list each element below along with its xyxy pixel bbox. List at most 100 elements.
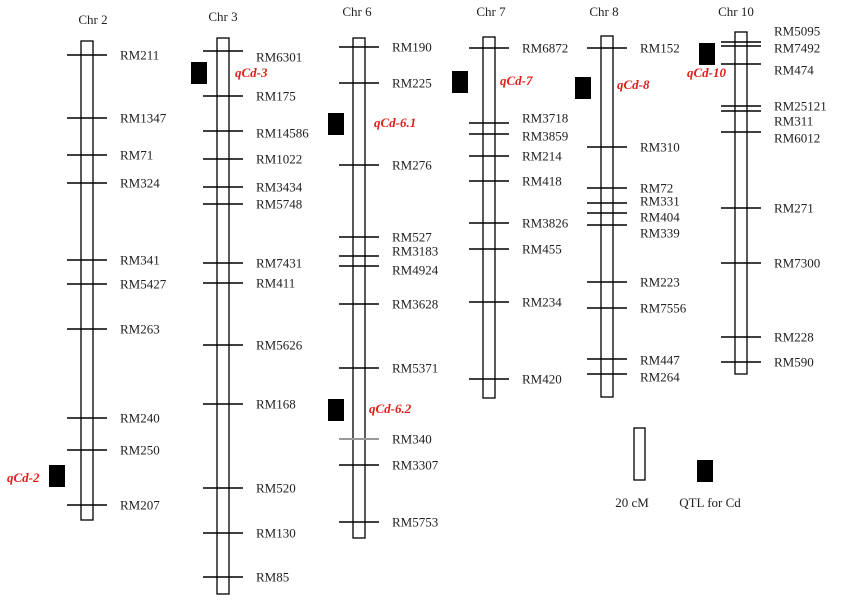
marker-label-rm6012: RM6012 <box>774 131 820 146</box>
marker-label-rm418: RM418 <box>522 174 562 189</box>
marker-label-rm14586: RM14586 <box>256 126 309 141</box>
qtl-label-qcd-2: qCd-2 <box>7 470 40 485</box>
marker-label-rm250: RM250 <box>120 443 160 458</box>
qtl-box-qcd-10 <box>699 43 715 65</box>
marker-label-rm207: RM207 <box>120 498 160 513</box>
qtl-label-qcd-6-1: qCd-6.1 <box>374 115 416 130</box>
chromosome-bar <box>482 36 496 399</box>
marker-label-rm211: RM211 <box>120 48 159 63</box>
chromosome-bar <box>352 37 366 539</box>
qtl-label-qcd-7: qCd-7 <box>500 73 533 88</box>
chromosome-title: Chr 8 <box>589 4 618 19</box>
marker-label-rm5371: RM5371 <box>392 361 438 376</box>
marker-label-rm264: RM264 <box>640 370 680 385</box>
marker-label-rm420: RM420 <box>522 372 562 387</box>
marker-label-rm234: RM234 <box>522 295 562 310</box>
marker-label-rm341: RM341 <box>120 253 160 268</box>
chromosome-chr-2: Chr 2 RM211 RM1347 RM71 RM324 RM341 RM5427 RM26… <box>7 12 167 521</box>
marker-label-rm7431: RM7431 <box>256 256 302 271</box>
legend-qtl-swatch <box>697 460 713 482</box>
marker-label-rm7492: RM7492 <box>774 41 820 56</box>
scale-label: 20 cM <box>615 495 649 510</box>
scale-bar <box>633 427 646 481</box>
legend: 20 cM QTL for Cd <box>615 427 741 510</box>
marker-label-rm71: RM71 <box>120 148 153 163</box>
marker-label-rm7556: RM7556 <box>640 301 687 316</box>
chromosome-chr-7: Chr 7 RM6872 RM3718 RM3859 RM214 RM418 RM3826 R… <box>452 4 569 399</box>
qtl-label-qcd-6-2: qCd-6.2 <box>369 401 412 416</box>
marker-label-rm5427: RM5427 <box>120 277 167 292</box>
marker-label-rm324: RM324 <box>120 176 160 191</box>
marker-label-rm214: RM214 <box>522 149 562 164</box>
marker-label-rm5753: RM5753 <box>392 515 438 530</box>
chromosome-bar <box>600 35 614 398</box>
marker-label-rm3628: RM3628 <box>392 297 438 312</box>
marker-label-rm175: RM175 <box>256 89 296 104</box>
chromosome-title: Chr 3 <box>208 9 237 24</box>
marker-label-rm447: RM447 <box>640 353 680 368</box>
legend-qtl-label: QTL for Cd <box>679 495 741 510</box>
marker-label-rm3434: RM3434 <box>256 180 303 195</box>
marker-label-rm520: RM520 <box>256 481 296 496</box>
marker-label-rm6872: RM6872 <box>522 41 568 56</box>
marker-label-rm339: RM339 <box>640 226 680 241</box>
marker-label-rm240: RM240 <box>120 411 160 426</box>
marker-label-rm225: RM225 <box>392 76 432 91</box>
marker-label-rm455: RM455 <box>522 242 562 257</box>
marker-label-rm527: RM527 <box>392 230 432 245</box>
marker-label-rm331: RM331 <box>640 194 680 209</box>
chromosome-title: Chr 6 <box>342 4 372 19</box>
marker-label-rm6301: RM6301 <box>256 50 302 65</box>
chromosome-bar <box>216 37 230 595</box>
qtl-box-qcd-6-2 <box>328 399 344 421</box>
qtl-box-qcd-7 <box>452 71 468 93</box>
qtl-box-qcd-3 <box>191 62 207 84</box>
marker-label-rm263: RM263 <box>120 322 160 337</box>
marker-label-rm590: RM590 <box>774 355 814 370</box>
marker-label-rm7300: RM7300 <box>774 256 820 271</box>
marker-label-rm5626: RM5626 <box>256 338 303 353</box>
marker-label-rm310: RM310 <box>640 140 680 155</box>
marker-label-rm4924: RM4924 <box>392 263 439 278</box>
qtl-label-qcd-10: qCd-10 <box>687 65 727 80</box>
marker-label-rm190: RM190 <box>392 40 432 55</box>
marker-label-rm223: RM223 <box>640 275 680 290</box>
marker-label-rm311: RM311 <box>774 114 813 129</box>
marker-label-rm25121: RM25121 <box>774 99 827 114</box>
marker-label-rm130: RM130 <box>256 526 296 541</box>
marker-label-rm228: RM228 <box>774 330 814 345</box>
marker-label-rm340: RM340 <box>392 432 432 447</box>
marker-label-rm411: RM411 <box>256 276 295 291</box>
marker-label-rm276: RM276 <box>392 158 432 173</box>
qtl-box-qcd-2 <box>49 465 65 487</box>
marker-label-rm3183: RM3183 <box>392 244 438 259</box>
chromosome-bar <box>80 40 94 521</box>
qtl-box-qcd-6-1 <box>328 113 344 135</box>
marker-label-rm3826: RM3826 <box>522 216 569 231</box>
marker-label-rm5095: RM5095 <box>774 24 820 39</box>
marker-label-rm474: RM474 <box>774 63 814 78</box>
marker-label-rm3307: RM3307 <box>392 458 439 473</box>
marker-label-rm85: RM85 <box>256 570 289 585</box>
marker-label-rm3718: RM3718 <box>522 111 568 126</box>
chromosome-bar <box>734 31 748 375</box>
marker-label-rm5748: RM5748 <box>256 197 302 212</box>
marker-label-rm1022: RM1022 <box>256 152 302 167</box>
chromosome-chr-3: Chr 3 RM6301 RM175 RM14586 RM1022 RM3434 RM574… <box>191 9 309 595</box>
qtl-label-qcd-3: qCd-3 <box>235 65 268 80</box>
chromosome-title: Chr 7 <box>476 4 506 19</box>
marker-label-rm404: RM404 <box>640 210 680 225</box>
qtl-box-qcd-8 <box>575 77 591 99</box>
marker-label-rm168: RM168 <box>256 397 296 412</box>
chromosome-title: Chr 2 <box>78 12 107 27</box>
qtl-label-qcd-8: qCd-8 <box>617 77 650 92</box>
marker-label-rm1347: RM1347 <box>120 111 167 126</box>
chromosome-title: Chr 10 <box>718 4 754 19</box>
marker-label-rm152: RM152 <box>640 41 680 56</box>
marker-label-rm271: RM271 <box>774 201 814 216</box>
marker-label-rm3859: RM3859 <box>522 129 568 144</box>
